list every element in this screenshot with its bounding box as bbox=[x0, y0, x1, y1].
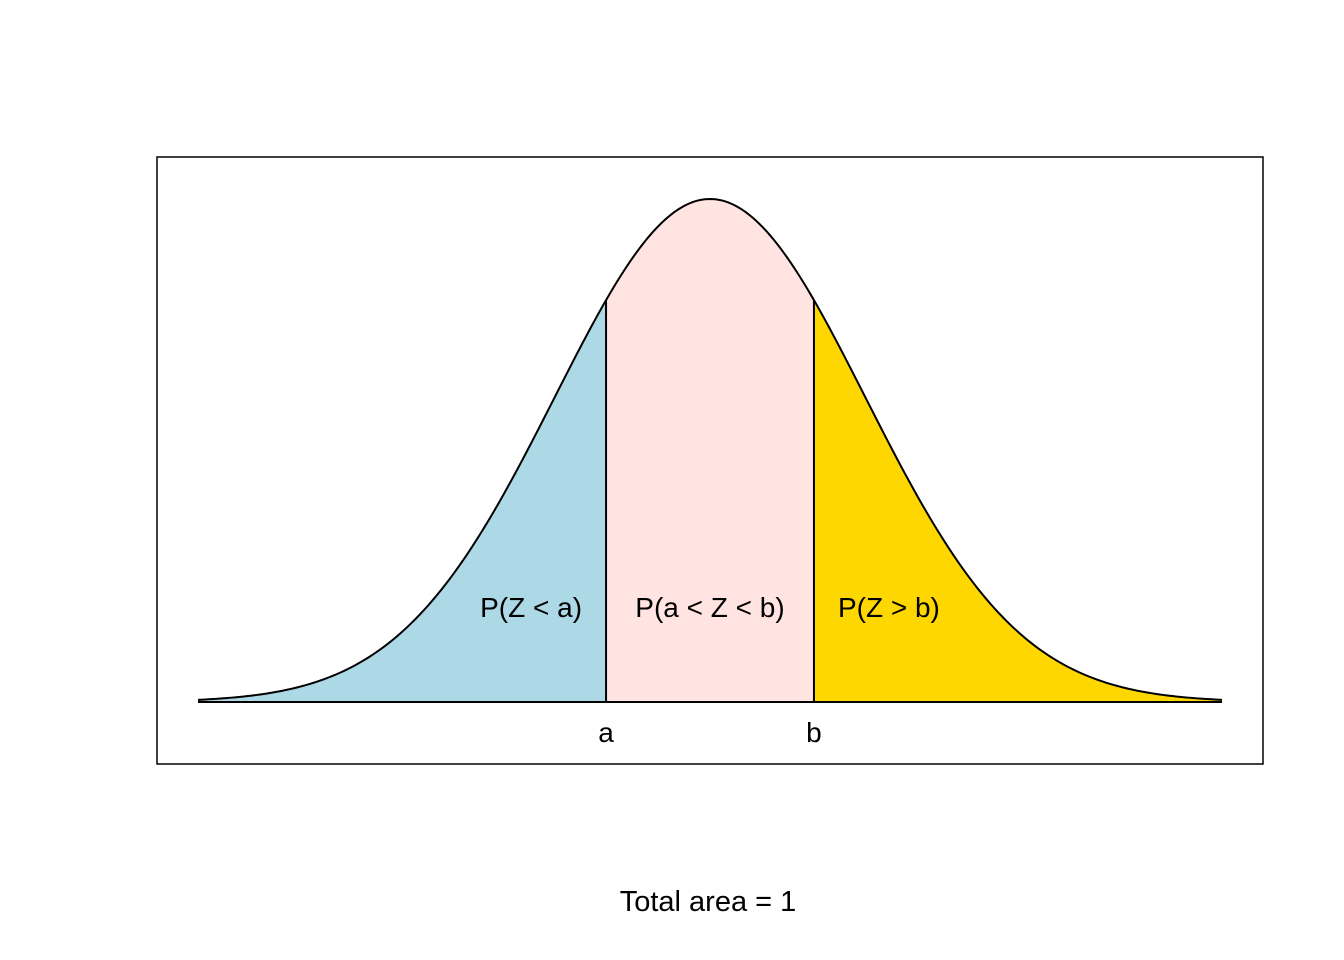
density-curve bbox=[197, 197, 1223, 701]
cut-label-b: b bbox=[806, 717, 822, 748]
region-label-right: P(Z > b) bbox=[838, 592, 940, 623]
cut-label-a: a bbox=[598, 717, 614, 748]
caption: Total area = 1 bbox=[620, 886, 797, 918]
region-left bbox=[198, 300, 607, 702]
regions-layer bbox=[198, 199, 1222, 702]
region-right bbox=[813, 300, 1222, 702]
region-labels-layer: P(Z < a) P(a < Z < b) P(Z > b) bbox=[480, 592, 940, 623]
region-label-left: P(Z < a) bbox=[480, 592, 582, 623]
region-label-middle: P(a < Z < b) bbox=[635, 592, 784, 623]
cut-lines-layer bbox=[605, 300, 815, 702]
region-middle bbox=[606, 199, 814, 702]
plot-frame bbox=[156, 156, 1264, 765]
